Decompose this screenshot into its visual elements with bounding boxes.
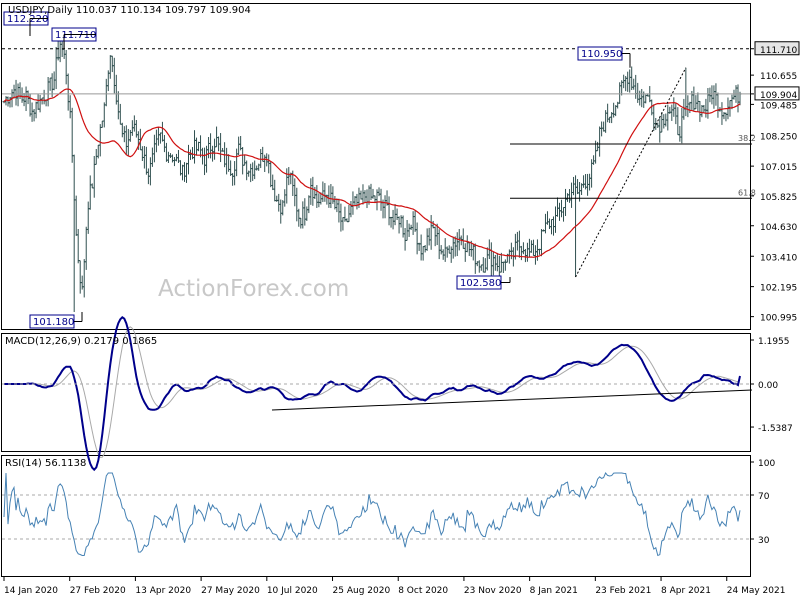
watermark: ActionForex.com bbox=[158, 276, 349, 302]
price-panel-frame bbox=[1, 3, 751, 330]
price-annotation-label: 102.580 bbox=[460, 278, 501, 289]
price-panel-title: USDJPY,Daily 110.037 110.134 109.797 109… bbox=[8, 5, 251, 16]
price-annotation-label: 110.950 bbox=[581, 49, 622, 60]
macd-axis-label: -1.5387 bbox=[758, 424, 793, 434]
date-axis-label: 10 Jul 2020 bbox=[267, 586, 318, 596]
price-layer bbox=[2, 34, 752, 312]
rsi-layer bbox=[2, 472, 750, 557]
rsi-line bbox=[3, 472, 741, 557]
price-annotation-label: 111.710 bbox=[55, 30, 96, 41]
price-axis-highlight-box bbox=[754, 41, 800, 56]
macd-trendline bbox=[271, 389, 753, 411]
price-axis-label: 104.630 bbox=[760, 223, 797, 233]
date-axis-label: 14 Jan 2020 bbox=[4, 586, 58, 596]
price-axis-highlight-box bbox=[754, 86, 800, 101]
price-axis-label: 102.195 bbox=[760, 284, 797, 294]
date-axis-label: 13 Apr 2020 bbox=[135, 586, 191, 596]
date-axis-label: 23 Feb 2021 bbox=[595, 586, 651, 596]
macd-signal-line bbox=[4, 326, 741, 458]
macd-line bbox=[4, 315, 741, 472]
rsi-panel-title: RSI(14) 56.1138 bbox=[5, 458, 86, 469]
price-axis-label: 103.410 bbox=[760, 253, 797, 263]
price-axis-label: 109.904 bbox=[760, 91, 797, 101]
rsi-panel-frame bbox=[1, 455, 751, 577]
date-axis-label: 27 Feb 2020 bbox=[70, 586, 126, 596]
rsi-axis-label: 100 bbox=[758, 459, 775, 469]
projection-dotted-line bbox=[575, 67, 687, 278]
labels-layer: 38.2 61.8 112.220 111.710 101.180 102.580 110.… bbox=[3, 11, 756, 329]
price-axis-label: 108.250 bbox=[760, 132, 797, 142]
price-axis-label: 110.655 bbox=[760, 72, 797, 82]
price-axis-label: 111.710 bbox=[760, 46, 797, 56]
macd-axis-label: 1.1955 bbox=[758, 337, 790, 347]
fib-level-label: 38.2 bbox=[738, 134, 756, 143]
date-axis-label: 24 May 2021 bbox=[727, 586, 786, 596]
rsi-axis-label: 30 bbox=[758, 536, 770, 546]
date-axis-label: 25 Aug 2020 bbox=[333, 586, 391, 596]
price-axis-label: 105.825 bbox=[760, 193, 797, 203]
date-axis-label: 8 Jan 2021 bbox=[530, 586, 578, 596]
rsi-axis-label: 70 bbox=[758, 492, 770, 502]
date-axis-label: 8 Apr 2021 bbox=[661, 586, 711, 596]
macd-panel-title: MACD(12,26,9) 0.2179 0.1865 bbox=[5, 336, 157, 347]
macd-axis-label: 0.00 bbox=[758, 381, 778, 391]
price-axis-label: 107.015 bbox=[760, 163, 797, 173]
date-axis-label: 27 May 2020 bbox=[201, 586, 260, 596]
macd-layer bbox=[2, 315, 753, 472]
date-axis-label: 23 Nov 2020 bbox=[464, 586, 522, 596]
price-annotation-label: 112.220 bbox=[7, 14, 48, 25]
macd-panel-frame bbox=[1, 333, 751, 452]
date-axis-label: 8 Oct 2020 bbox=[398, 586, 448, 596]
price-axis-label: 100.995 bbox=[760, 314, 797, 324]
price-annotation-label: 101.180 bbox=[33, 317, 74, 328]
fib-level-label: 61.8 bbox=[738, 188, 756, 197]
moving-average-line bbox=[3, 88, 741, 258]
price-axis-label: 109.485 bbox=[760, 101, 797, 111]
